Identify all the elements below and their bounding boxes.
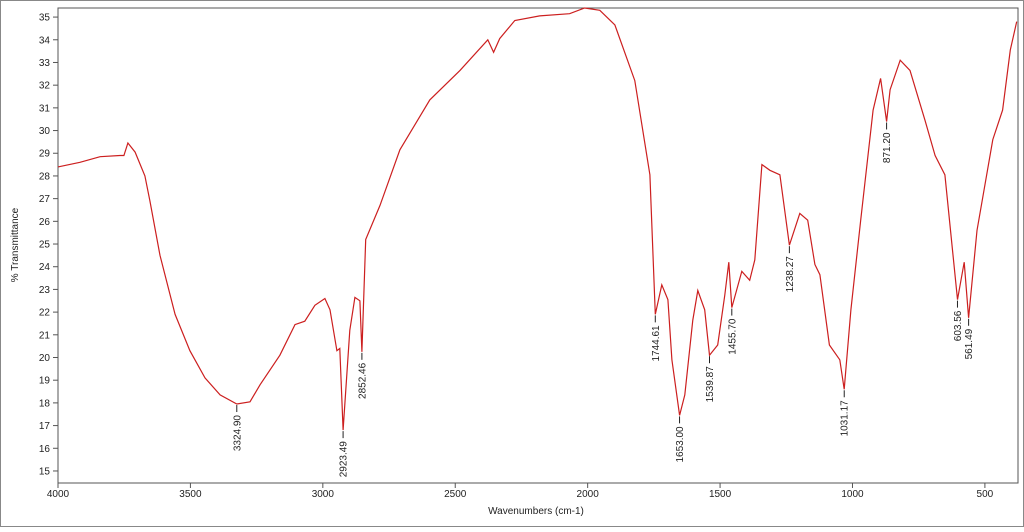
x-tick-label: 3000 <box>312 489 335 500</box>
y-tick-label: 28 <box>39 171 51 182</box>
y-tick-label: 23 <box>39 285 51 296</box>
peak-label: 1455.70 <box>727 318 738 355</box>
y-tick-label: 21 <box>39 330 51 341</box>
y-tick-label: 22 <box>39 308 51 319</box>
x-axis-label: Wavenumbers (cm-1) <box>488 506 584 517</box>
y-tick-label: 34 <box>39 35 51 46</box>
peak-label: 2852.46 <box>357 362 368 399</box>
peak-label: 2923.49 <box>339 441 350 478</box>
y-tick-label: 24 <box>39 262 51 273</box>
peak-label: 871.20 <box>882 132 893 163</box>
y-tick-label: 26 <box>39 217 51 228</box>
y-tick-label: 31 <box>39 103 51 114</box>
x-tick-label: 4000 <box>47 489 70 500</box>
y-tick-label: 15 <box>39 466 51 477</box>
x-tick-label: 3500 <box>179 489 202 500</box>
y-tick-label: 17 <box>39 421 51 432</box>
x-tick-label: 500 <box>977 489 994 500</box>
y-tick-label: 29 <box>39 149 51 160</box>
y-tick-label: 18 <box>39 398 51 409</box>
y-tick-label: 16 <box>39 444 51 455</box>
peak-label: 1539.87 <box>705 366 716 403</box>
x-tick-label: 2000 <box>577 489 600 500</box>
peak-label: 1744.61 <box>651 325 662 362</box>
spectrum-line <box>57 7 1018 431</box>
peak-label: 3324.90 <box>232 415 243 452</box>
y-tick-label: 19 <box>39 376 51 387</box>
peak-label: 1031.17 <box>840 400 851 437</box>
peak-label: 1238.27 <box>785 256 796 293</box>
y-tick-label: 20 <box>39 353 51 364</box>
peak-label: 561.49 <box>964 328 975 359</box>
y-axis-label: % Transmittance <box>10 207 21 282</box>
y-tick-label: 25 <box>39 240 51 251</box>
x-tick-label: 1500 <box>709 489 732 500</box>
x-tick-label: 2500 <box>444 489 467 500</box>
y-tick-label: 35 <box>39 13 51 24</box>
y-tick-label: 30 <box>39 126 51 137</box>
x-tick-label: 1000 <box>841 489 864 500</box>
y-tick-label: 27 <box>39 194 51 205</box>
peak-label: 603.56 <box>953 310 964 341</box>
y-tick-label: 32 <box>39 81 51 92</box>
peak-label: 1653.00 <box>675 426 686 463</box>
plot-area <box>57 7 1019 484</box>
y-tick-label: 33 <box>39 58 51 69</box>
